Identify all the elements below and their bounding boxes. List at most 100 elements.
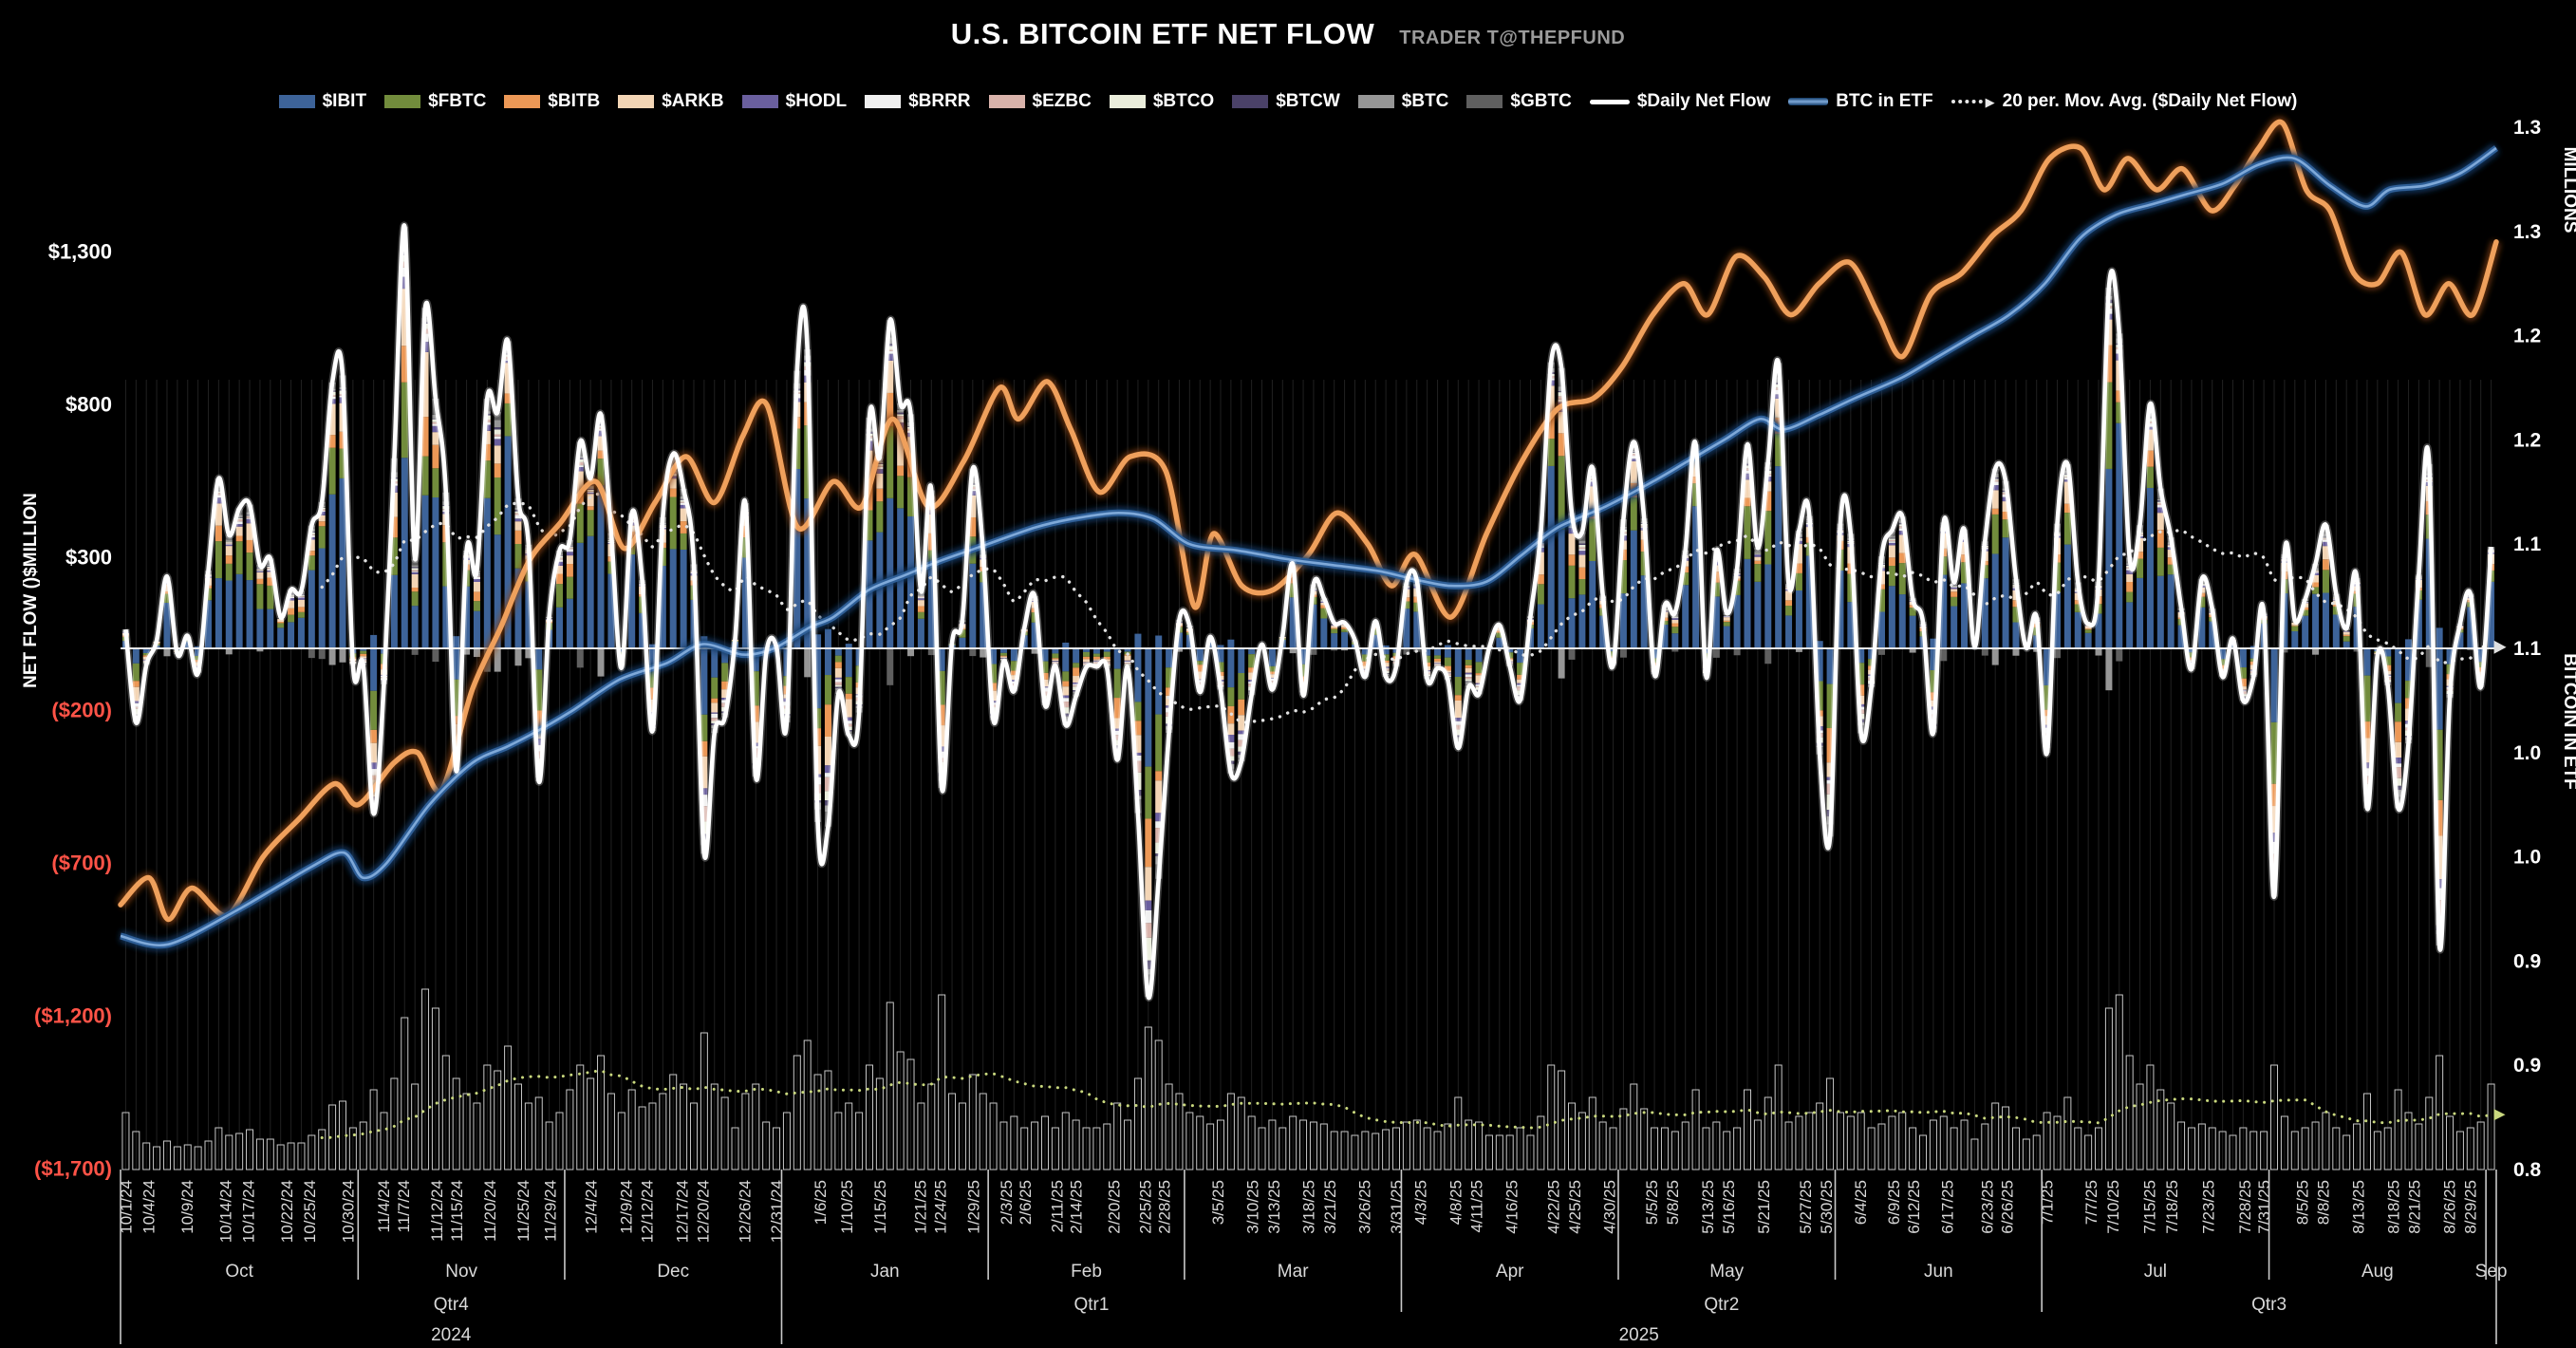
- svg-text:8/18/25: 8/18/25: [2384, 1180, 2402, 1234]
- legend-label-mov_avg: 20 per. Mov. Avg. ($Daily Net Flow): [2002, 91, 2298, 111]
- svg-text:10/9/24: 10/9/24: [178, 1180, 196, 1234]
- svg-text:7/1/25: 7/1/25: [2039, 1180, 2057, 1225]
- legend-swatch-BRRR-icon: [865, 95, 902, 108]
- svg-text:Jan: Jan: [870, 1262, 900, 1282]
- svg-text:7/15/25: 7/15/25: [2141, 1180, 2159, 1234]
- axis-separator-lines: [120, 1170, 2497, 1344]
- svg-text:Jun: Jun: [1924, 1262, 1953, 1282]
- svg-text:10/30/24: 10/30/24: [340, 1180, 358, 1243]
- svg-text:1/10/25: 1/10/25: [838, 1180, 856, 1234]
- legend-item-GBTC: $GBTC: [1466, 91, 1572, 112]
- svg-text:8/8/25: 8/8/25: [2315, 1180, 2333, 1225]
- legend-label-ARKB: $ARKB: [662, 91, 724, 111]
- svg-text:2024: 2024: [431, 1325, 472, 1345]
- svg-text:Dec: Dec: [657, 1262, 689, 1282]
- svg-text:12/31/24: 12/31/24: [768, 1180, 786, 1243]
- svg-text:8/5/25: 8/5/25: [2294, 1180, 2312, 1225]
- svg-text:MILLIONS: MILLIONS: [2560, 147, 2576, 234]
- legend-swatch-BTCW-icon: [1232, 95, 1269, 108]
- svg-text:10/22/24: 10/22/24: [278, 1180, 296, 1243]
- legend-label-HODL: $HODL: [785, 91, 848, 111]
- legend-item-ARKB: $ARKB: [618, 91, 724, 112]
- svg-text:7/10/25: 7/10/25: [2104, 1180, 2122, 1234]
- svg-text:Nov: Nov: [445, 1262, 477, 1282]
- svg-text:11/12/24: 11/12/24: [428, 1180, 446, 1242]
- right-axis: 1.3 1.3 1.2 1.2 1.1 1.1 1.0 1.0 0.9 0.9 0.8 MILLION…: [2513, 117, 2576, 1181]
- svg-text:11/20/24: 11/20/24: [481, 1180, 499, 1242]
- legend-item-BITB: $BITB: [504, 91, 600, 112]
- svg-text:2/3/25: 2/3/25: [998, 1180, 1016, 1225]
- svg-text:5/21/25: 5/21/25: [1755, 1180, 1773, 1234]
- legend-item-btc_in_etf: BTC in ETF: [1788, 91, 1933, 112]
- svg-text:12/26/24: 12/26/24: [737, 1180, 755, 1243]
- svg-text:12/4/24: 12/4/24: [583, 1180, 601, 1234]
- left-axis: $1,300 $800 $300 ($200) ($700) ($1,200) ($1,70…: [21, 239, 112, 1180]
- svg-text:5/13/25: 5/13/25: [1699, 1180, 1717, 1234]
- svg-text:3/10/25: 3/10/25: [1244, 1180, 1262, 1234]
- volume-moving-average-line: [320, 1069, 2506, 1139]
- legend-swatch-ARKB-icon: [618, 95, 655, 108]
- legend-item-FBTC: $FBTC: [384, 91, 486, 112]
- svg-text:Qtr3: Qtr3: [2251, 1295, 2287, 1315]
- svg-text:1.3: 1.3: [2513, 221, 2541, 243]
- svg-text:NET FLOW ()$MILLION: NET FLOW ()$MILLION: [21, 493, 41, 688]
- svg-text:5/5/25: 5/5/25: [1643, 1180, 1661, 1225]
- legend-item-daily_net_flow: $Daily Net Flow: [1589, 91, 1770, 112]
- svg-text:2/14/25: 2/14/25: [1067, 1180, 1085, 1234]
- svg-text:10/14/24: 10/14/24: [216, 1180, 234, 1243]
- svg-text:1/6/25: 1/6/25: [812, 1180, 830, 1225]
- legend-swatch-moving-average-dotted-arrow-icon: ▶: [1951, 96, 1995, 108]
- svg-text:6/26/25: 6/26/25: [1999, 1180, 2017, 1234]
- svg-text:7/31/25: 7/31/25: [2255, 1180, 2273, 1234]
- chart-legend: $IBIT $FBTC $BITB $ARKB $HODL $BRRR $EZBC $BTCO…: [0, 91, 2576, 112]
- legend-swatch-daily-net-flow-line-icon: [1589, 99, 1630, 104]
- svg-text:11/29/24: 11/29/24: [541, 1180, 559, 1242]
- legend-swatch-BTCO-icon: [1109, 95, 1146, 108]
- svg-text:10/4/24: 10/4/24: [140, 1180, 159, 1234]
- svg-text:5/27/25: 5/27/25: [1797, 1180, 1815, 1234]
- daily-net-flow-line: [121, 221, 2495, 1002]
- svg-text:0.9: 0.9: [2513, 1055, 2541, 1077]
- svg-text:1/29/25: 1/29/25: [965, 1180, 983, 1234]
- svg-text:0.8: 0.8: [2513, 1159, 2542, 1181]
- svg-text:8/26/25: 8/26/25: [2440, 1180, 2458, 1234]
- legend-label-BTC: $BTC: [1401, 91, 1449, 111]
- legend-item-BRRR: $BRRR: [865, 91, 971, 112]
- svg-text:7/23/25: 7/23/25: [2200, 1180, 2218, 1234]
- svg-text:Feb: Feb: [1071, 1262, 1102, 1282]
- svg-text:6/4/25: 6/4/25: [1852, 1180, 1870, 1225]
- svg-text:4/25/25: 4/25/25: [1566, 1180, 1584, 1234]
- svg-text:Qtr2: Qtr2: [1704, 1295, 1739, 1315]
- legend-swatch-IBIT-icon: [278, 95, 315, 108]
- legend-label-GBTC: $GBTC: [1510, 91, 1572, 111]
- svg-text:Apr: Apr: [1496, 1262, 1524, 1282]
- netflow-moving-average-line: [320, 492, 2507, 724]
- svg-text:($700): ($700): [51, 851, 112, 874]
- legend-swatch-HODL-icon: [741, 95, 778, 108]
- svg-text:12/9/24: 12/9/24: [617, 1180, 635, 1234]
- svg-text:12/17/24: 12/17/24: [673, 1180, 691, 1243]
- svg-text:3/21/25: 3/21/25: [1321, 1180, 1339, 1234]
- svg-text:11/25/24: 11/25/24: [514, 1180, 532, 1242]
- svg-text:2/6/25: 2/6/25: [1017, 1180, 1035, 1225]
- svg-text:3/5/25: 3/5/25: [1209, 1180, 1227, 1225]
- title-row: U.S. BITCOIN ETF NET FLOW TRADER T@THEPF…: [0, 17, 2576, 51]
- legend-item-EZBC: $EZBC: [988, 91, 1092, 112]
- svg-text:11/4/24: 11/4/24: [375, 1180, 393, 1232]
- page-subtitle: TRADER T@THEPFUND: [1399, 28, 1626, 48]
- legend-label-BRRR: $BRRR: [908, 91, 971, 111]
- legend-label-EZBC: $EZBC: [1032, 91, 1092, 111]
- svg-text:4/11/25: 4/11/25: [1468, 1180, 1486, 1232]
- svg-text:$800: $800: [65, 392, 112, 416]
- legend-label-BTCW: $BTCW: [1276, 91, 1340, 111]
- volume-histogram-layer: [121, 988, 2495, 1170]
- svg-text:May: May: [1709, 1262, 1744, 1282]
- svg-text:2/28/25: 2/28/25: [1156, 1180, 1174, 1234]
- legend-label-btc_in_etf: BTC in ETF: [1836, 91, 1933, 111]
- svg-text:4/30/25: 4/30/25: [1601, 1180, 1619, 1234]
- svg-text:6/12/25: 6/12/25: [1905, 1180, 1923, 1234]
- svg-text:1.3: 1.3: [2513, 117, 2541, 139]
- svg-text:2025: 2025: [1619, 1325, 1659, 1345]
- legend-swatch-GBTC-icon: [1466, 95, 1503, 108]
